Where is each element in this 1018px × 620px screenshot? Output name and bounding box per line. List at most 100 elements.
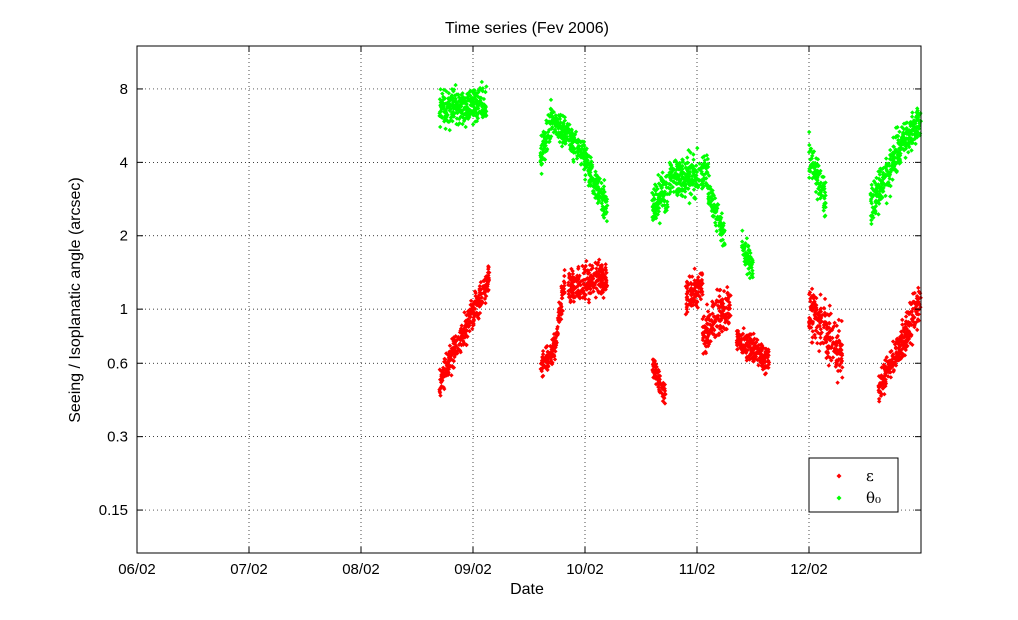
- legend-label: θ₀: [866, 489, 881, 507]
- data-point: [813, 163, 819, 168]
- data-point: [710, 299, 715, 304]
- data-point: [712, 327, 717, 333]
- data-point: [446, 359, 451, 364]
- data-point: [660, 203, 665, 208]
- data-point: [913, 309, 919, 314]
- data-point: [594, 271, 599, 277]
- data-point: [694, 291, 700, 297]
- data-point: [657, 373, 663, 379]
- data-point: [484, 84, 489, 89]
- data-point: [911, 320, 917, 325]
- x-tick-label: 11/02: [679, 561, 715, 578]
- data-point: [586, 183, 591, 188]
- data-point: [807, 166, 812, 171]
- data-point: [700, 155, 705, 160]
- series-seeing: [437, 257, 923, 406]
- data-point: [568, 299, 574, 304]
- data-point: [759, 363, 764, 369]
- data-point: [749, 346, 755, 351]
- data-point: [440, 115, 445, 120]
- data-point: [901, 126, 907, 132]
- data-point: [901, 135, 907, 140]
- data-point: [884, 355, 889, 360]
- data-point: [583, 162, 588, 167]
- data-point: [879, 391, 884, 397]
- data-point: [815, 311, 820, 317]
- data-point: [821, 194, 826, 199]
- data-point: [668, 171, 674, 176]
- data-point: [650, 190, 655, 196]
- data-point: [721, 288, 727, 294]
- data-point: [810, 301, 815, 307]
- data-point: [438, 103, 443, 108]
- data-point: [467, 90, 472, 95]
- data-point: [665, 199, 670, 204]
- data-point: [577, 290, 583, 295]
- data-point: [874, 185, 880, 190]
- data-point: [698, 182, 704, 187]
- y-tick-label: 0.6: [107, 355, 128, 372]
- data-point: [539, 171, 544, 176]
- axis-ticks: [136, 46, 921, 553]
- data-point: [888, 194, 893, 199]
- data-point: [812, 299, 817, 304]
- data-point: [718, 219, 723, 225]
- data-point: [888, 147, 893, 153]
- data-point: [740, 344, 746, 349]
- data-point: [593, 295, 599, 300]
- data-point: [582, 296, 588, 302]
- data-point: [873, 189, 878, 195]
- data-point: [691, 187, 697, 192]
- data-point: [453, 82, 458, 88]
- data-point: [546, 361, 551, 366]
- data-point: [871, 192, 876, 198]
- data-point: [874, 175, 879, 181]
- data-point: [603, 195, 608, 200]
- data-point: [813, 308, 818, 314]
- data-point: [876, 201, 882, 206]
- data-point: [916, 318, 922, 323]
- data-point: [822, 196, 827, 201]
- data-point: [655, 192, 661, 197]
- data-point: [714, 298, 719, 303]
- data-point: [706, 329, 712, 334]
- data-point: [596, 290, 601, 295]
- data-point: [705, 343, 711, 349]
- data-point: [584, 164, 589, 170]
- data-point: [586, 300, 592, 305]
- data-point: [875, 200, 881, 205]
- data-point: [447, 127, 452, 133]
- data-point: [691, 152, 696, 157]
- data-point: [603, 284, 608, 289]
- data-point: [472, 110, 478, 115]
- data-point: [548, 97, 554, 103]
- data-point: [455, 103, 461, 109]
- data-point: [580, 263, 585, 269]
- data-point: [740, 239, 745, 244]
- data-point: [765, 359, 771, 364]
- data-point: [816, 191, 821, 197]
- data-point: [447, 343, 453, 348]
- data-point: [907, 320, 913, 326]
- data-point: [827, 303, 832, 308]
- data-point: [593, 169, 598, 174]
- data-point: [670, 166, 675, 171]
- data-point: [890, 353, 895, 359]
- data-point: [901, 121, 907, 126]
- data-point: [576, 288, 581, 293]
- data-point: [690, 182, 696, 187]
- data-point: [763, 365, 769, 370]
- data-point: [700, 335, 706, 341]
- data-point: [718, 318, 723, 324]
- data-point: [898, 147, 903, 153]
- data-point: [818, 341, 823, 346]
- data-point: [838, 352, 843, 357]
- data-point: [559, 123, 565, 129]
- data-point: [824, 322, 829, 328]
- data-point: [719, 329, 725, 334]
- data-point: [486, 266, 491, 272]
- data-point: [556, 123, 561, 128]
- data-point: [561, 286, 567, 292]
- data-point: [456, 122, 461, 127]
- data-point: [748, 264, 753, 269]
